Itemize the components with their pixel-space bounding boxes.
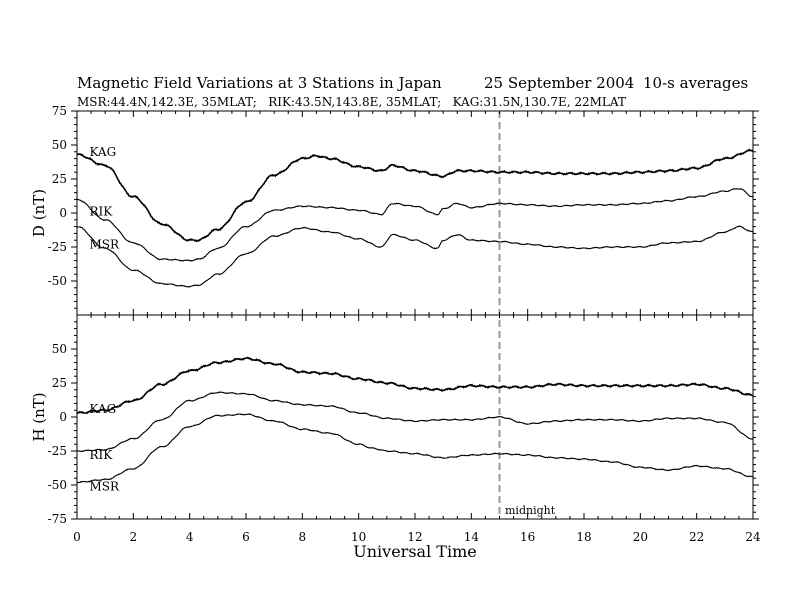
chart-plot-layer: 75 50 25 0 -25 -50 KAG RIK MSR 50 25 0 -25 -50 -75 KAG R… bbox=[48, 104, 761, 544]
chart-date: 25 September 2004 bbox=[484, 74, 634, 92]
h-ytick-label: 0 bbox=[59, 410, 67, 424]
d-axis-label: D (nT) bbox=[30, 189, 48, 237]
chart-averaging: 10-s averages bbox=[643, 74, 748, 92]
h-series-msr-line bbox=[76, 413, 754, 484]
d-ytick-label: 25 bbox=[52, 172, 67, 186]
x-tick-label: 18 bbox=[576, 530, 591, 544]
x-tick-label: 12 bbox=[407, 530, 422, 544]
midnight-label: midnight bbox=[505, 504, 556, 517]
x-tick-label: 16 bbox=[520, 530, 535, 544]
x-tick-label: 22 bbox=[689, 530, 704, 544]
d-panel-frame bbox=[76, 110, 754, 316]
h-panel-frame bbox=[76, 314, 754, 520]
chart-title: Magnetic Field Variations at 3 Stations … bbox=[77, 74, 442, 92]
d-ytick-label: 75 bbox=[52, 104, 67, 118]
d-series-msr-label: MSR bbox=[89, 237, 120, 251]
station-info: MSR:44.4N,142.3E, 35MLAT; RIK:43.5N,143.… bbox=[77, 95, 626, 109]
h-ytick-label: -25 bbox=[48, 444, 67, 458]
h-series-rik-label: RIK bbox=[89, 448, 113, 462]
x-tick-label: 8 bbox=[299, 530, 307, 544]
x-tick-label: 0 bbox=[73, 530, 81, 544]
d-series-msr-line bbox=[77, 225, 754, 288]
d-ytick-label: -25 bbox=[48, 240, 67, 254]
d-ytick-label: 50 bbox=[52, 138, 67, 152]
h-series-msr-label: MSR bbox=[89, 479, 120, 493]
d-ytick-label: 0 bbox=[59, 206, 67, 220]
x-tick-label: 24 bbox=[745, 530, 761, 544]
x-tick-label: 20 bbox=[633, 530, 648, 544]
d-series-rik-label: RIK bbox=[89, 205, 113, 219]
h-ytick-label: 25 bbox=[52, 376, 67, 390]
d-series-rik-line bbox=[76, 188, 754, 262]
h-series-kag-label: KAG bbox=[89, 402, 116, 416]
x-tick-label: 10 bbox=[351, 530, 366, 544]
d-ytick-label: -50 bbox=[48, 274, 67, 288]
x-axis-label: Universal Time bbox=[353, 542, 476, 561]
h-ytick-label: -75 bbox=[48, 512, 67, 526]
h-axis-label: H (nT) bbox=[30, 392, 48, 441]
h-series-rik-line bbox=[76, 391, 754, 453]
h-series-kag-line bbox=[76, 356, 754, 415]
h-ytick-label: -50 bbox=[48, 478, 67, 492]
x-tick-label: 2 bbox=[130, 530, 138, 544]
h-ytick-label: 50 bbox=[52, 342, 67, 356]
x-tick-label: 4 bbox=[186, 530, 194, 544]
d-series-kag-label: KAG bbox=[89, 145, 116, 159]
d-series-kag-line bbox=[76, 148, 754, 243]
x-tick-label: 14 bbox=[464, 530, 480, 544]
x-tick-label: 6 bbox=[242, 530, 250, 544]
